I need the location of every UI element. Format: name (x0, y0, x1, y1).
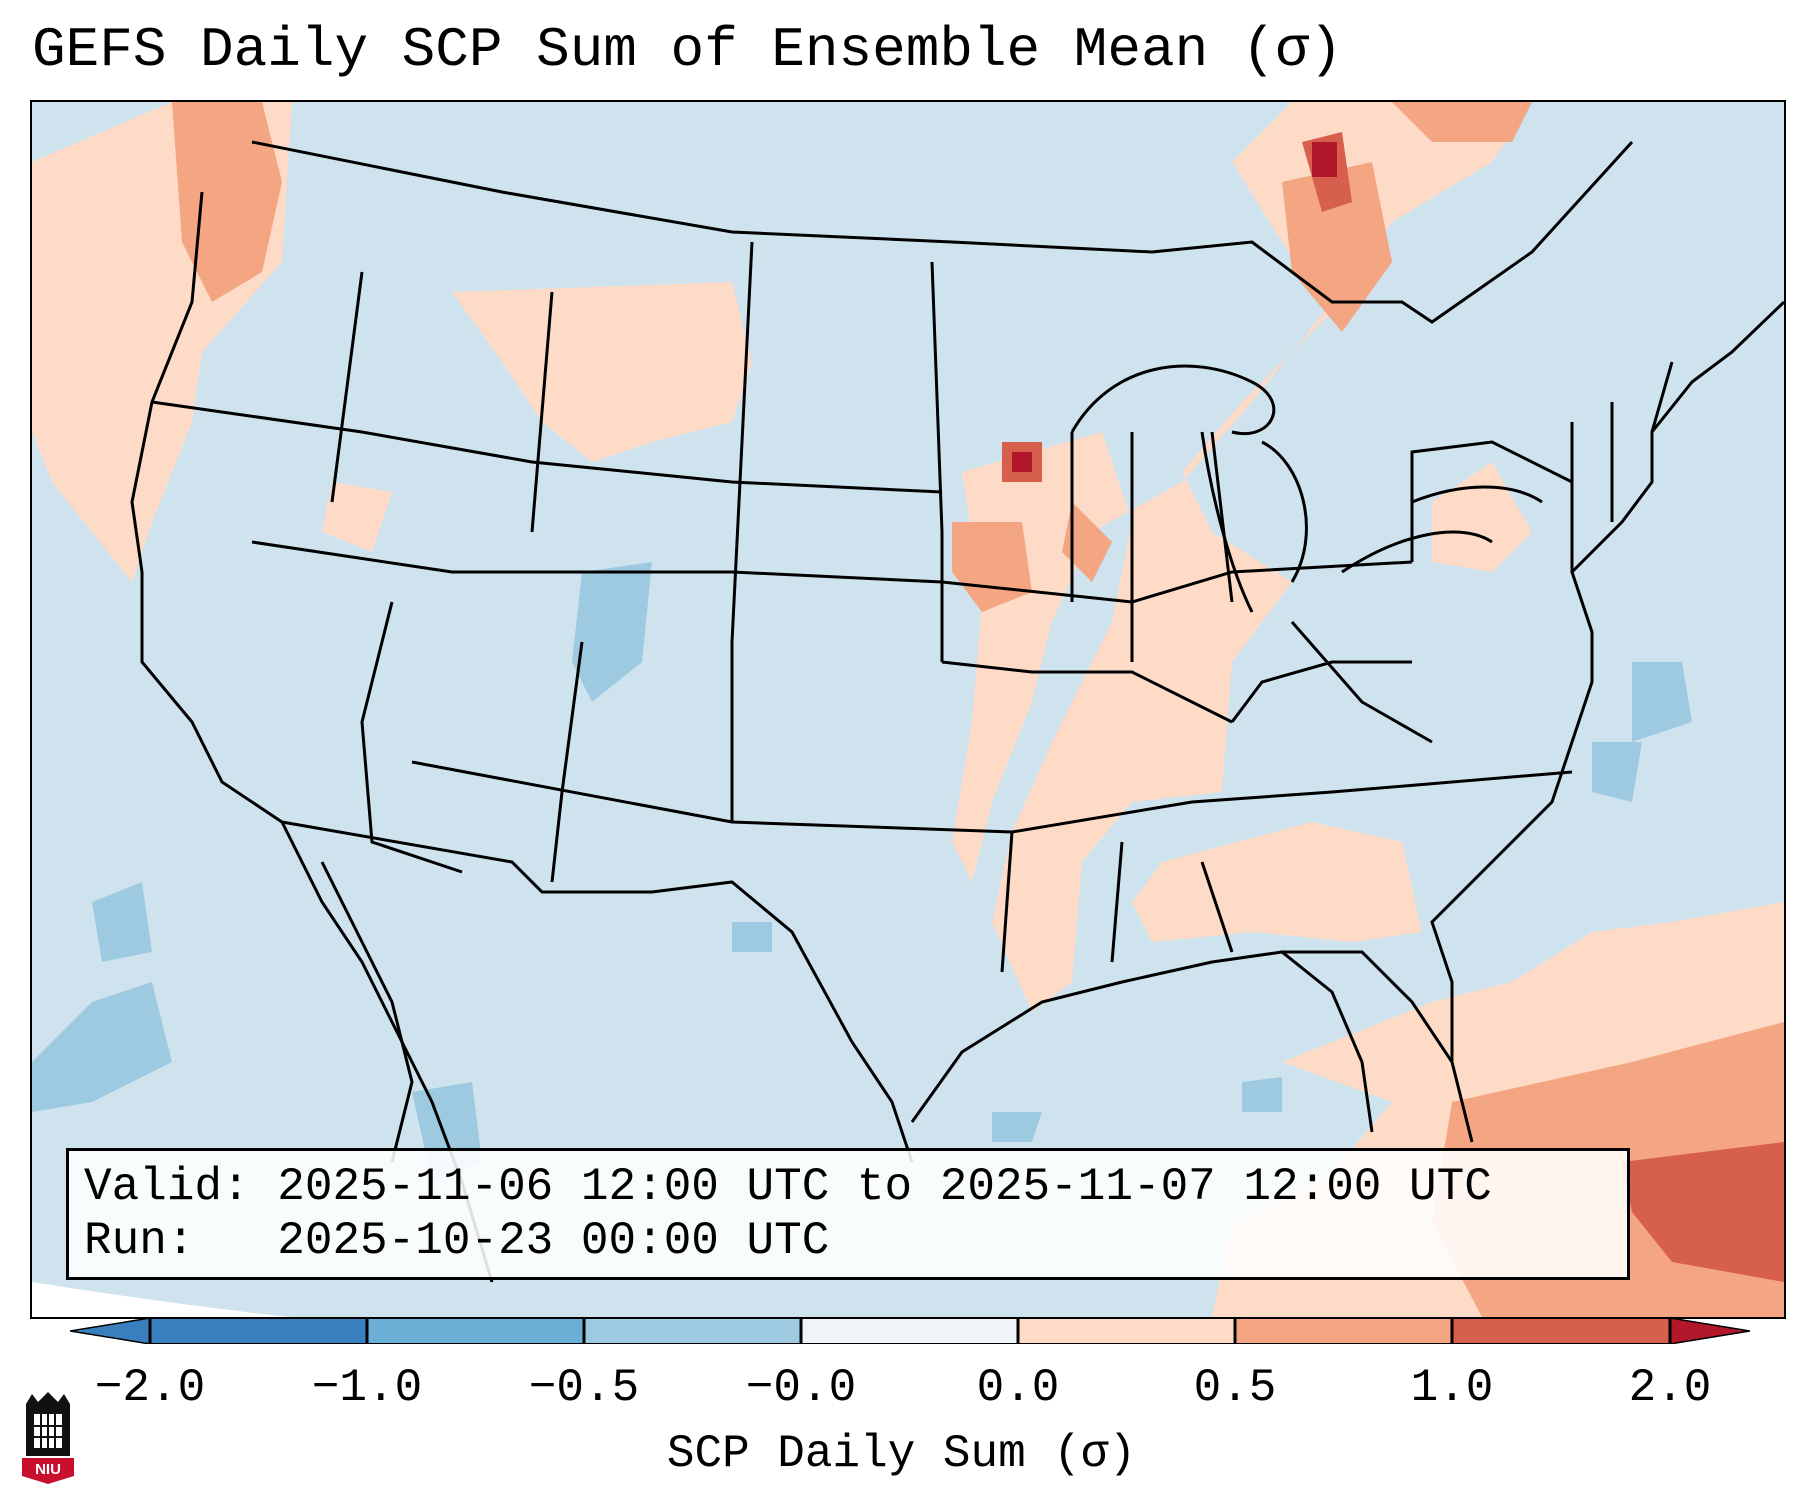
run-time-text: Run: 2025-10-23 00:00 UTC (84, 1215, 830, 1267)
validity-info-box: Valid: 2025-11-06 12:00 UTC to 2025-11-0… (66, 1148, 1630, 1280)
colorbar-tick: 2.0 (1628, 1362, 1712, 1414)
colorbar-segment-5 (1018, 1318, 1235, 1344)
colorbar-segment-2 (367, 1318, 584, 1344)
colorbar-segment-7 (1452, 1318, 1670, 1344)
colorbar-tick: −1.0 (311, 1362, 423, 1414)
colorbar-arrow-left (70, 1318, 151, 1344)
colorbar-segment-3 (584, 1318, 801, 1344)
negative-anomaly (32, 562, 1692, 1182)
colorbar-segment-4 (801, 1318, 1018, 1344)
colorbar-tick: −2.0 (94, 1362, 206, 1414)
colorbar-tick: −0.0 (745, 1362, 857, 1414)
map-title: GEFS Daily SCP Sum of Ensemble Mean (σ) (32, 18, 1343, 82)
map-panel (30, 100, 1786, 1319)
colorbar-tick: −0.5 (528, 1362, 640, 1414)
valid-time-text: Valid: 2025-11-06 12:00 UTC to 2025-11-0… (84, 1161, 1492, 1213)
colorbar-segment-1 (150, 1318, 367, 1344)
colorbar-segment-6 (1235, 1318, 1452, 1344)
map-canvas (32, 102, 1784, 1317)
map-domain (32, 102, 1784, 1317)
state-boundaries (130, 140, 1784, 1283)
colorbar-tick: 0.0 (976, 1362, 1060, 1414)
colorbar-label: SCP Daily Sum (σ) (666, 1428, 1137, 1480)
colorbar-tick: 0.5 (1193, 1362, 1277, 1414)
positive-anomaly-max (1012, 142, 1337, 472)
colorbar-arrow-right (1669, 1318, 1750, 1344)
niu-logo-icon: NIU (22, 1392, 74, 1484)
colorbar (70, 1318, 1750, 1344)
colorbar-tick: 1.0 (1410, 1362, 1494, 1414)
logo-text: NIU (35, 1461, 61, 1478)
